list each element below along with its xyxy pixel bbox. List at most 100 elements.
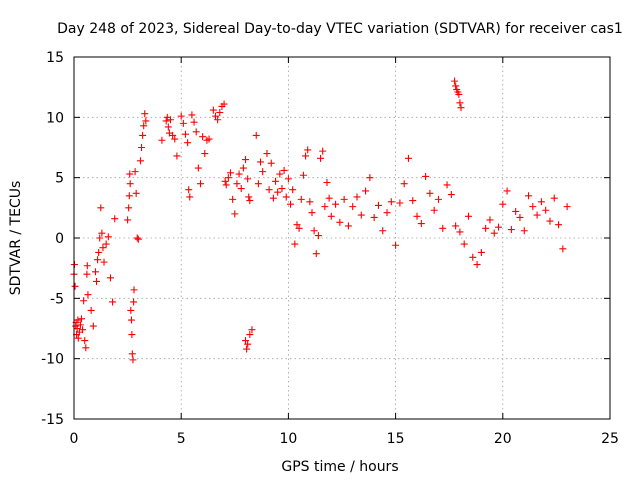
- data-point: [141, 110, 149, 118]
- data-point: [525, 192, 533, 200]
- data-point: [529, 203, 537, 211]
- data-point: [533, 211, 541, 219]
- data-point: [430, 206, 438, 214]
- data-point: [124, 216, 132, 224]
- data-point: [312, 250, 320, 258]
- x-tick-label: 20: [494, 431, 512, 447]
- data-point: [74, 316, 82, 324]
- data-point: [130, 298, 138, 306]
- data-point: [126, 180, 134, 188]
- data-point: [276, 170, 284, 178]
- data-point: [188, 111, 196, 119]
- data-point: [184, 139, 192, 147]
- data-point: [94, 256, 102, 264]
- data-point: [314, 232, 322, 240]
- data-point: [520, 227, 528, 235]
- data-point: [323, 178, 331, 186]
- data-point: [362, 187, 370, 195]
- data-point: [239, 164, 247, 172]
- data-point: [269, 194, 277, 202]
- data-point: [194, 164, 202, 172]
- data-point: [507, 226, 515, 234]
- data-point: [128, 350, 136, 358]
- data-point: [127, 316, 135, 324]
- data-point: [280, 166, 288, 174]
- data-point: [295, 224, 303, 232]
- data-point: [235, 170, 243, 178]
- data-point: [516, 213, 524, 221]
- data-point: [93, 277, 101, 285]
- data-point: [224, 174, 232, 182]
- data-point: [246, 197, 254, 205]
- data-point: [457, 104, 465, 112]
- data-point: [81, 337, 89, 345]
- data-point: [209, 106, 217, 114]
- data-point: [233, 180, 241, 188]
- data-point: [104, 233, 112, 241]
- data-point: [242, 337, 250, 345]
- data-point: [422, 172, 430, 180]
- y-tick-label: -5: [50, 291, 64, 307]
- data-point: [542, 206, 550, 214]
- data-point: [469, 253, 477, 261]
- data-point: [563, 203, 571, 211]
- x-tick-label: 10: [279, 431, 297, 447]
- data-point: [387, 198, 395, 206]
- data-point: [252, 131, 260, 139]
- data-point: [254, 180, 262, 188]
- data-point: [140, 122, 148, 130]
- data-point: [452, 82, 460, 90]
- data-point: [537, 198, 545, 206]
- y-axis-label: SDTVAR / TECUs: [8, 181, 24, 296]
- data-point: [550, 194, 558, 202]
- data-point: [477, 248, 485, 256]
- data-point: [336, 218, 344, 226]
- data-point: [106, 274, 114, 282]
- data-point: [96, 234, 104, 242]
- x-tick-label: 5: [177, 431, 186, 447]
- data-point: [439, 224, 447, 232]
- data-point: [434, 195, 442, 203]
- data-point: [87, 306, 95, 314]
- data-point: [340, 195, 348, 203]
- data-point: [319, 147, 327, 155]
- data-point: [325, 194, 333, 202]
- data-point: [297, 195, 305, 203]
- grid: [74, 57, 610, 419]
- x-tick-label: 25: [601, 431, 619, 447]
- data-point: [212, 112, 220, 120]
- data-point: [142, 117, 150, 125]
- data-point: [83, 262, 91, 270]
- data-point: [383, 209, 391, 217]
- data-point: [125, 192, 133, 200]
- data-point: [76, 321, 84, 329]
- data-point: [158, 136, 166, 144]
- y-tick-label: -10: [41, 352, 64, 368]
- data-point: [503, 187, 511, 195]
- data-point: [222, 181, 230, 189]
- data-point: [409, 197, 417, 205]
- data-point: [451, 77, 459, 85]
- data-point: [392, 241, 400, 249]
- data-point: [321, 203, 329, 211]
- data-point: [132, 189, 140, 197]
- data-point: [366, 174, 374, 182]
- x-tick-label: 15: [387, 431, 405, 447]
- data-point: [495, 223, 503, 231]
- data-point: [486, 216, 494, 224]
- data-point: [139, 131, 147, 139]
- data-point: [179, 119, 187, 127]
- data-point: [74, 334, 82, 342]
- data-point: [216, 109, 224, 117]
- y-tick-label: 10: [46, 110, 64, 126]
- axis-ticks: 0 5 10 15 20 25 -15 -10 -5 0 5 10 15: [41, 50, 619, 447]
- data-point: [244, 340, 252, 348]
- data-point: [199, 133, 207, 141]
- data-point: [89, 322, 97, 330]
- data-point: [272, 177, 280, 185]
- data-point: [84, 291, 92, 299]
- data-point: [246, 331, 254, 339]
- data-point: [71, 282, 79, 290]
- data-point: [237, 185, 245, 193]
- data-point: [499, 200, 507, 208]
